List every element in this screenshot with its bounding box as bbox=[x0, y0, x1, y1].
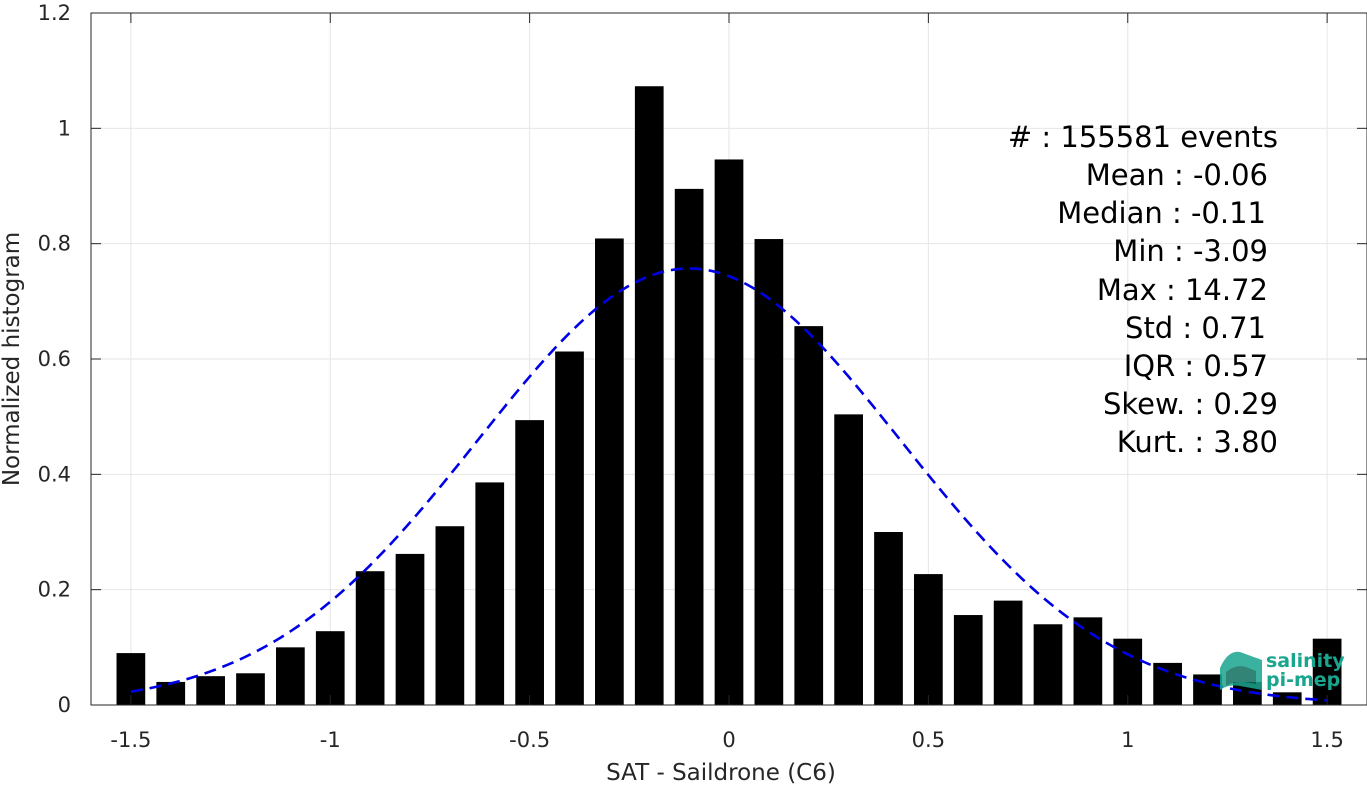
x-tick-labels: -1.5 -1 -0.5 0 0.5 1 1.5 bbox=[110, 728, 1343, 752]
histogram-bar bbox=[595, 238, 624, 705]
histogram-bar bbox=[874, 532, 903, 705]
axes bbox=[90, 12, 1367, 706]
histogram-bar bbox=[834, 414, 863, 705]
stat-median: Median : -0.11 bbox=[1057, 196, 1266, 230]
histogram-bar bbox=[236, 673, 265, 705]
stat-max: Max : 14.72 bbox=[1097, 273, 1268, 307]
histogram-bar bbox=[1033, 624, 1063, 705]
x-tick-label: -1 bbox=[320, 728, 341, 752]
x-tick-label: 0.5 bbox=[912, 728, 945, 752]
y-axis-label: Normalized histogram bbox=[0, 232, 25, 486]
x-tick-label: -0.5 bbox=[509, 728, 550, 752]
x-tick-label: -1.5 bbox=[110, 728, 151, 752]
histogram-bar bbox=[1113, 638, 1143, 705]
stat-events: # : 155581 events bbox=[1008, 120, 1278, 154]
histogram-bar bbox=[555, 351, 584, 705]
y-tick-label: 0.2 bbox=[38, 578, 71, 602]
gaussian-fit-curve bbox=[130, 267, 1328, 702]
histogram-bar bbox=[674, 188, 704, 706]
x-tick-label: 1.5 bbox=[1310, 728, 1343, 752]
salinity-pimep-logo: salinity pi-mep bbox=[1220, 650, 1345, 691]
logo-text-pimep: pi-mep bbox=[1266, 669, 1340, 691]
histogram-bar bbox=[754, 239, 784, 705]
histogram-bar bbox=[156, 681, 186, 705]
histogram-bar bbox=[435, 526, 465, 705]
stat-mean: Mean : -0.06 bbox=[1086, 158, 1268, 192]
stat-skew: Skew. : 0.29 bbox=[1103, 387, 1278, 421]
histogram-bar bbox=[1073, 617, 1103, 705]
stat-std: Std : 0.71 bbox=[1125, 311, 1266, 345]
histogram-bar bbox=[634, 86, 664, 705]
x-tick-label: 0 bbox=[722, 728, 735, 752]
histogram-bar bbox=[475, 482, 505, 705]
logo-text-salinity: salinity bbox=[1266, 650, 1345, 672]
histogram-bar bbox=[1312, 638, 1342, 705]
histogram-bar bbox=[914, 574, 943, 705]
histogram-bar bbox=[1193, 674, 1222, 705]
stats-box: # : 155581 events Mean : -0.06 Median : … bbox=[1008, 120, 1278, 459]
y-tick-label: 1 bbox=[58, 116, 71, 140]
x-tick-label: 1 bbox=[1121, 728, 1134, 752]
histogram-bar bbox=[276, 647, 305, 705]
stat-kurt: Kurt. : 3.80 bbox=[1117, 425, 1278, 459]
y-tick-label: 0.8 bbox=[38, 232, 71, 256]
histogram-bar bbox=[395, 553, 425, 705]
y-tick-label: 0.4 bbox=[38, 462, 71, 486]
histogram-bar bbox=[993, 600, 1023, 705]
histogram-bar bbox=[196, 676, 225, 705]
y-tick-labels: 0 0.2 0.4 0.6 0.8 1 1.2 bbox=[38, 1, 71, 717]
histogram-bar bbox=[355, 571, 385, 705]
stat-min: Min : -3.09 bbox=[1113, 234, 1268, 268]
x-axis-label: SAT - Saildrone (C6) bbox=[606, 760, 836, 785]
wave-logo-icon bbox=[1220, 651, 1262, 690]
histogram-bars bbox=[116, 86, 1342, 706]
histogram-bar bbox=[794, 326, 824, 705]
y-tick-label: 0 bbox=[58, 693, 71, 717]
histogram-bar bbox=[1153, 662, 1182, 705]
y-tick-label: 0.6 bbox=[38, 347, 71, 371]
stat-iqr: IQR : 0.57 bbox=[1124, 349, 1268, 383]
histogram-bar bbox=[953, 615, 983, 705]
y-tick-label: 1.2 bbox=[38, 1, 71, 25]
histogram-bar bbox=[1272, 692, 1302, 705]
histogram-bar bbox=[714, 159, 744, 705]
histogram-bar bbox=[315, 631, 345, 705]
histogram-bar bbox=[515, 420, 544, 705]
